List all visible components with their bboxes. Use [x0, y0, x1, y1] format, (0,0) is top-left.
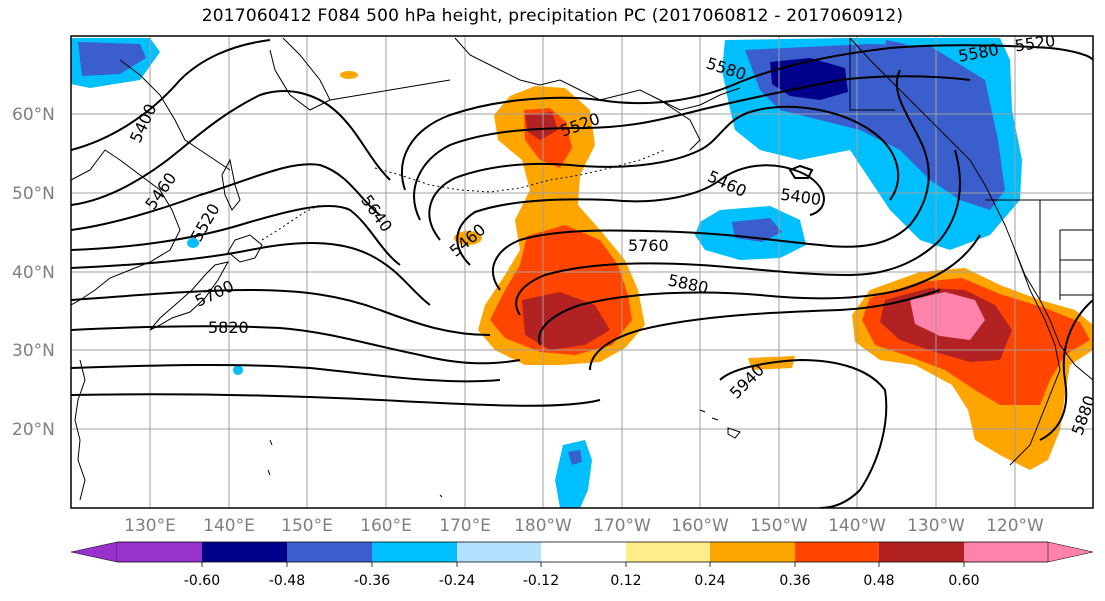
colorbar-tick-label: 0.12 [610, 573, 641, 589]
lat-label: 50°N [12, 184, 55, 204]
contour-label: 5760 [628, 236, 669, 255]
colorbar-low-extension [70, 541, 118, 563]
colorbar-high-extension [1047, 541, 1094, 563]
plot-frame [70, 35, 1094, 509]
colorbar-segment [287, 542, 372, 562]
contour-label: 5820 [208, 318, 249, 337]
lon-label: 150°W [750, 516, 808, 536]
latitude-labels: 60°N 50°N 40°N 30°N 20°N [12, 105, 55, 440]
lon-label: 120°W [986, 516, 1044, 536]
contour-label: 5460 [446, 220, 489, 261]
colorbar-segment [879, 542, 964, 562]
colorbar-segment [710, 542, 795, 562]
lat-label: 60°N [12, 105, 55, 125]
colorbar-tick-label: 0.36 [779, 573, 810, 589]
colorbar-tick-label: 0.60 [948, 573, 979, 589]
contour-label: 5400 [779, 185, 822, 209]
colorbar-segment [795, 542, 879, 562]
colorbar-tick-label: -0.24 [439, 573, 475, 589]
colorbar-tick-label: -0.48 [269, 573, 305, 589]
contour-label: 5520 [1014, 31, 1057, 55]
contour-label: 5460 [705, 166, 750, 200]
colorbar-segment [202, 542, 287, 562]
colorbar-tick-label: -0.60 [184, 573, 220, 589]
lon-label: 130°W [907, 516, 965, 536]
lon-label: 140°W [828, 516, 886, 536]
lon-label: 180°W [514, 516, 572, 536]
contour-label: 5700 [192, 276, 237, 310]
contour-label: 5880 [1068, 393, 1100, 438]
colorbar-segment [626, 542, 710, 562]
colorbar-tick-label: -0.12 [523, 573, 559, 589]
lon-label: 140°E [203, 516, 255, 536]
lat-label: 20°N [12, 420, 55, 440]
lon-label: 170°E [439, 516, 491, 536]
lon-label: 160°E [360, 516, 412, 536]
lon-label: 160°W [671, 516, 729, 536]
lon-label: 170°W [593, 516, 651, 536]
colorbar-segment [372, 542, 457, 562]
colorbar-tick-label: -0.36 [354, 573, 390, 589]
colorbar: -0.60 -0.48 -0.36 -0.24 -0.12 0.12 0.24 … [70, 541, 1094, 589]
graticule [71, 36, 1093, 508]
lon-label: 150°E [281, 516, 333, 536]
colorbar-segment [457, 542, 541, 562]
colorbar-segment [117, 542, 202, 562]
lat-label: 40°N [12, 263, 55, 283]
colorbar-segment [541, 542, 626, 562]
contour-label: 5520 [187, 200, 224, 245]
colorbar-tick-label: 0.24 [694, 573, 725, 589]
lat-label: 30°N [12, 341, 55, 361]
lon-label: 130°E [124, 516, 176, 536]
contour-label: 5460 [141, 169, 180, 213]
colorbar-tick-label: 0.48 [863, 573, 894, 589]
longitude-labels: 130°E 140°E 150°E 160°E 170°E 180°W 170°… [124, 516, 1044, 536]
colorbar-segment [964, 542, 1048, 562]
map-title: 2017060412 F084 500 hPa height, precipit… [201, 6, 904, 26]
height-contours [71, 39, 1093, 508]
contour-label: 5640 [357, 191, 396, 235]
